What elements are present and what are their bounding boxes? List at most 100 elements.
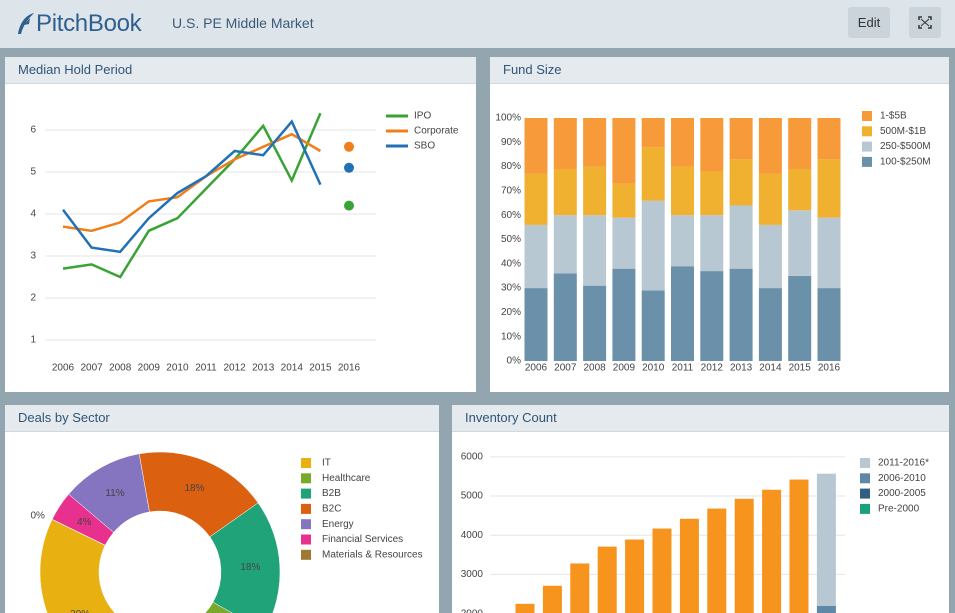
line [62,112,322,279]
bar-segment [671,266,694,361]
y-tick-label: 60% [501,210,521,221]
legend-swatch [862,126,872,137]
y-tick-label: 20% [501,307,521,318]
legend-label: 100-$250M [880,157,931,168]
point [344,141,354,152]
legend-swatch [860,488,870,499]
bar-segment [729,268,753,361]
bar-segment [734,498,754,613]
legend-swatch [301,534,311,545]
page-title: U.S. PE Middle Market [172,15,314,31]
bar-segment [762,489,782,613]
data-label: 0% [31,511,46,522]
bar-segment [679,518,699,613]
bar-segment [788,275,812,361]
logo: PitchBook [36,10,142,37]
legend-label: 1-$5B [880,111,907,122]
fullscreen-icon [918,16,932,29]
legend-swatch [860,458,870,468]
bar-segment [671,215,694,267]
x-tick-label: 2007 [554,363,577,374]
x-tick-label: 2015 [789,363,812,374]
bar-segment [788,210,812,276]
bar-segment [758,224,782,289]
x-tick-label: 2006 [525,363,548,374]
legend-label: 2011-2016* [878,458,929,469]
bar-segment [817,159,841,218]
y-tick-label: 1 [30,335,36,346]
bar-segment [641,290,665,361]
data-label: 18% [184,483,204,494]
x-tick-label: 2011 [672,363,694,374]
y-tick-label: 5000 [461,491,484,502]
bar-segment [700,171,724,216]
bar-segment [553,215,577,274]
x-tick-label: 2011 [195,363,217,374]
y-tick-label: 6000 [461,451,484,462]
bar-segment [788,118,812,170]
y-tick-label: 0% [507,356,522,367]
legend-swatch [862,111,872,121]
bar-segment [612,217,636,269]
data-label: 4% [77,517,92,528]
y-tick-label: 70% [501,186,521,197]
bar-segment [515,603,535,613]
legend-swatch [860,473,870,484]
x-tick-label: 2012 [223,363,246,374]
bar-segment [652,528,672,613]
x-tick-label: 2009 [138,363,161,374]
y-tick-label: 5 [30,167,36,178]
x-tick-label: 2015 [309,363,332,374]
legend-label: B2C [322,504,341,515]
point [344,162,354,173]
bar-segment [612,118,636,184]
x-tick-label: 2010 [166,363,189,374]
bar-segment [597,546,617,613]
y-tick-label: 4000 [461,530,484,541]
bar-segment [700,215,724,272]
bar-segment [583,118,607,167]
x-tick-label: 2009 [613,363,636,374]
bar-segment [758,173,782,225]
legend-label: IPO [414,111,431,122]
bar-segment [707,508,727,613]
bar-segment [816,605,836,613]
legend-swatch [860,503,870,514]
bar-segment [641,200,665,291]
line [62,132,322,233]
x-tick-label: 2012 [701,363,724,374]
bar-segment [524,173,548,225]
y-tick-label: 50% [501,234,521,245]
legend-swatch [301,488,311,499]
x-tick-label: 2013 [730,363,753,374]
bar-segment [612,268,636,361]
bar-segment [542,585,562,613]
fullscreen-button[interactable] [909,7,941,38]
edit-button[interactable]: Edit [848,7,890,38]
legend-swatch [301,503,311,514]
y-tick-label: 90% [501,137,521,148]
bar-segment [700,118,724,172]
data-label: 30% [70,609,90,613]
data-label: 18% [240,562,260,573]
bar-segment [729,118,753,160]
bar-segment [758,288,782,361]
bar-segment [788,169,812,211]
bar-segment [625,539,645,613]
x-tick-label: 2016 [818,363,841,374]
y-tick-label: 40% [501,258,521,269]
bar-segment [553,169,577,216]
legend-label: SBO [414,141,435,152]
bar-segment [700,271,724,361]
bar-segment [583,166,607,216]
bar-segment [612,183,636,218]
legend-swatch [301,473,311,484]
x-tick-label: 2014 [759,363,782,374]
legend-label: Pre-2000 [878,504,920,515]
bar-segment [524,118,548,174]
legend-label: 2000-2005 [878,488,926,499]
legend-label: 500M-$1B [880,126,926,137]
legend-label: Financial Services [322,534,403,545]
line [62,119,322,254]
panel-title: Deals by Sector [5,405,439,432]
